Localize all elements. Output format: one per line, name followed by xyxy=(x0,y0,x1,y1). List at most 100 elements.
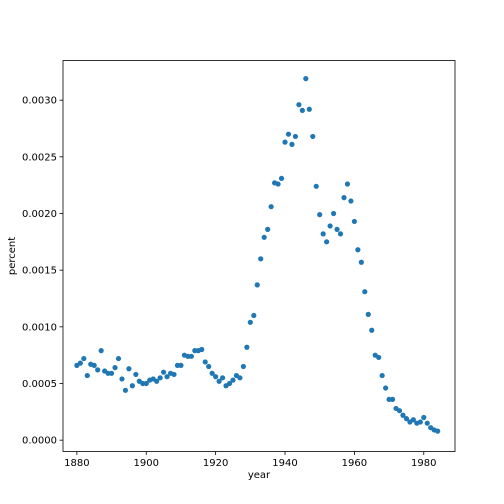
data-point xyxy=(178,362,184,368)
data-point xyxy=(81,355,87,362)
data-point xyxy=(299,107,305,113)
y-tick-label: 0.0010 xyxy=(22,322,57,333)
y-axis-ticks: 0.0000 0.0005 0.0010 0.0015 0.0020 0.0025 0.00… xyxy=(22,96,63,447)
data-point xyxy=(188,353,194,359)
data-point xyxy=(119,376,125,382)
data-point xyxy=(206,363,212,370)
data-point xyxy=(389,396,396,402)
data-point xyxy=(351,218,357,225)
data-point xyxy=(98,348,104,354)
data-point xyxy=(285,131,292,137)
data-point xyxy=(84,372,90,379)
y-tick-label: 0.0000 xyxy=(22,436,57,447)
data-point xyxy=(199,346,205,353)
data-point xyxy=(348,198,354,204)
data-point xyxy=(365,311,371,317)
data-point xyxy=(122,387,129,393)
data-point xyxy=(379,372,385,379)
data-point xyxy=(400,412,406,418)
data-point xyxy=(355,247,361,253)
data-point xyxy=(251,312,257,319)
data-point xyxy=(230,377,236,383)
y-tick-label: 0.0030 xyxy=(22,96,57,107)
data-point xyxy=(289,141,295,147)
data-point xyxy=(376,354,382,361)
x-tick-label: 1940 xyxy=(272,458,297,469)
data-point xyxy=(424,420,430,426)
data-point xyxy=(296,102,302,108)
data-point xyxy=(209,370,215,376)
data-point xyxy=(112,365,118,371)
data-point xyxy=(292,133,299,140)
data-point xyxy=(254,282,260,288)
data-point xyxy=(202,359,208,365)
y-tick-label: 0.0005 xyxy=(22,379,57,390)
data-point xyxy=(261,234,267,240)
data-point xyxy=(403,416,410,422)
data-point xyxy=(317,212,323,218)
data-point xyxy=(154,378,160,384)
x-tick-label: 1920 xyxy=(203,458,228,469)
data-point xyxy=(226,380,233,387)
data-point xyxy=(383,385,389,391)
data-point xyxy=(157,375,163,381)
data-point xyxy=(247,319,253,325)
x-axis-label: year xyxy=(248,470,271,481)
data-point xyxy=(435,428,441,434)
data-point xyxy=(237,375,243,381)
data-point xyxy=(91,362,97,368)
data-point xyxy=(164,374,170,380)
data-point xyxy=(358,259,364,265)
data-point xyxy=(213,374,219,380)
data-point xyxy=(278,175,285,181)
data-point xyxy=(244,344,250,350)
data-point xyxy=(337,231,344,237)
data-point xyxy=(417,419,423,425)
data-point xyxy=(344,181,351,187)
data-point xyxy=(410,417,416,423)
x-tick-label: 1980 xyxy=(411,458,436,469)
data-point xyxy=(282,139,288,145)
data-point xyxy=(219,375,226,381)
y-tick-label: 0.0025 xyxy=(22,152,57,163)
data-point xyxy=(265,226,271,232)
y-tick-label: 0.0020 xyxy=(22,209,57,220)
data-point xyxy=(306,106,312,112)
x-tick-label: 1960 xyxy=(342,458,367,469)
plot-area xyxy=(62,60,456,452)
data-point xyxy=(161,369,167,375)
x-tick-label: 1900 xyxy=(134,458,159,469)
data-point xyxy=(143,380,149,387)
data-point xyxy=(129,383,135,389)
data-point xyxy=(126,366,132,372)
data-point xyxy=(133,371,139,378)
y-tick-label: 0.0015 xyxy=(22,266,57,277)
data-point xyxy=(171,371,177,378)
data-point xyxy=(362,289,368,295)
data-point xyxy=(320,231,326,237)
data-point xyxy=(334,226,340,232)
data-point xyxy=(216,378,222,384)
data-point xyxy=(341,195,347,201)
data-point xyxy=(115,355,122,362)
x-axis-ticks: 1880 1900 1920 1940 1960 1980 xyxy=(64,451,437,469)
data-point xyxy=(327,223,333,229)
data-point xyxy=(369,327,375,333)
data-point xyxy=(303,76,309,82)
data-point xyxy=(258,256,264,262)
data-point xyxy=(324,239,330,245)
data-point xyxy=(421,414,427,421)
data-point xyxy=(275,181,281,187)
data-points xyxy=(74,76,441,434)
data-point xyxy=(95,367,101,373)
data-point xyxy=(240,363,246,370)
plot-frame xyxy=(62,60,456,452)
data-point xyxy=(77,360,83,366)
data-point xyxy=(330,210,337,217)
data-point xyxy=(268,204,274,210)
data-point xyxy=(313,183,319,189)
data-point xyxy=(396,408,403,414)
y-axis-label: percent xyxy=(7,237,18,275)
data-point xyxy=(310,133,316,140)
